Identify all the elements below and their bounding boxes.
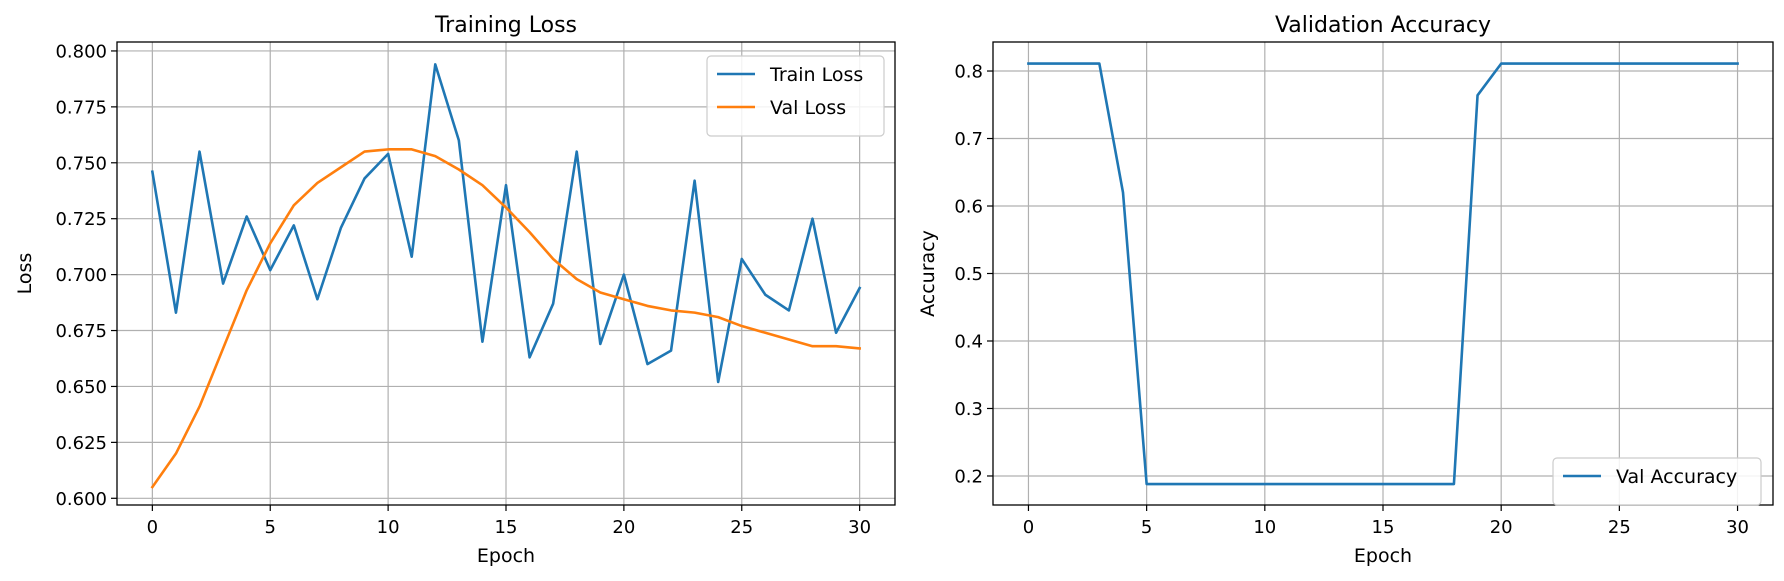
y-tick-label: 0.800 [55, 41, 107, 62]
chart-title: Validation Accuracy [1275, 13, 1491, 38]
x-tick-label: 0 [147, 517, 158, 538]
y-axis-label: Accuracy [917, 230, 939, 317]
x-tick-label: 25 [730, 517, 753, 538]
y-tick-label: 0.6 [954, 197, 983, 218]
y-tick-label: 0.775 [55, 97, 107, 118]
chart-panel-1: 0 5 10 15 20 25 30 0.600 0.625 0.650 0.675 0.700 0.7… [14, 13, 896, 567]
y-tick-label: 0.725 [55, 209, 107, 230]
x-tick-label: 30 [848, 517, 871, 538]
x-tick-label: 20 [1490, 517, 1513, 538]
x-axis-label: Epoch [1354, 545, 1412, 567]
x-tick-label: 5 [265, 517, 276, 538]
y-tick-label: 0.5 [954, 264, 983, 285]
y-tick-label: 0.675 [55, 321, 107, 342]
x-axis-label: Epoch [477, 545, 535, 567]
y-axis-label: Loss [14, 253, 36, 295]
y-tick-label: 0.750 [55, 153, 107, 174]
y-tick-label: 0.2 [954, 466, 983, 487]
legend-label: Train Loss [769, 64, 863, 86]
series-line-val-loss [150, 148, 862, 489]
y-tick-label: 0.650 [55, 377, 107, 398]
y-tick-label: 0.625 [55, 433, 107, 454]
y-tick-label: 0.3 [954, 399, 983, 420]
y-tick-label: 0.8 [954, 62, 983, 83]
y-tick-label: 0.700 [55, 265, 107, 286]
x-tick-label: 0 [1023, 517, 1034, 538]
x-tick-label: 10 [1253, 517, 1276, 538]
legend-label: Val Loss [770, 97, 846, 119]
x-tick-label: 15 [1372, 517, 1395, 538]
x-tick-label: 25 [1608, 517, 1631, 538]
y-tick-label: 0.600 [55, 489, 107, 510]
legend-box [706, 55, 885, 137]
x-tick-label: 20 [612, 517, 635, 538]
series-line-train-loss [150, 63, 862, 384]
chart-title: Training Loss [434, 13, 577, 38]
legend: Train Loss Val Loss [706, 55, 885, 137]
legend-box [1552, 457, 1762, 506]
x-tick-label: 5 [1141, 517, 1152, 538]
y-tick-label: 0.4 [954, 331, 983, 352]
legend-label: Val Accuracy [1616, 466, 1737, 488]
chart-panel-2: 0 5 10 15 20 25 30 0.2 0.3 0.4 0.5 0.6 0.7 0.8 Validat… [917, 13, 1774, 567]
y-tick-label: 0.7 [954, 129, 983, 150]
x-tick-label: 10 [377, 517, 400, 538]
x-tick-label: 30 [1726, 517, 1749, 538]
x-tick-label: 15 [495, 517, 518, 538]
legend: Val Accuracy [1552, 457, 1762, 506]
series-line-val-accuracy [1027, 62, 1739, 486]
